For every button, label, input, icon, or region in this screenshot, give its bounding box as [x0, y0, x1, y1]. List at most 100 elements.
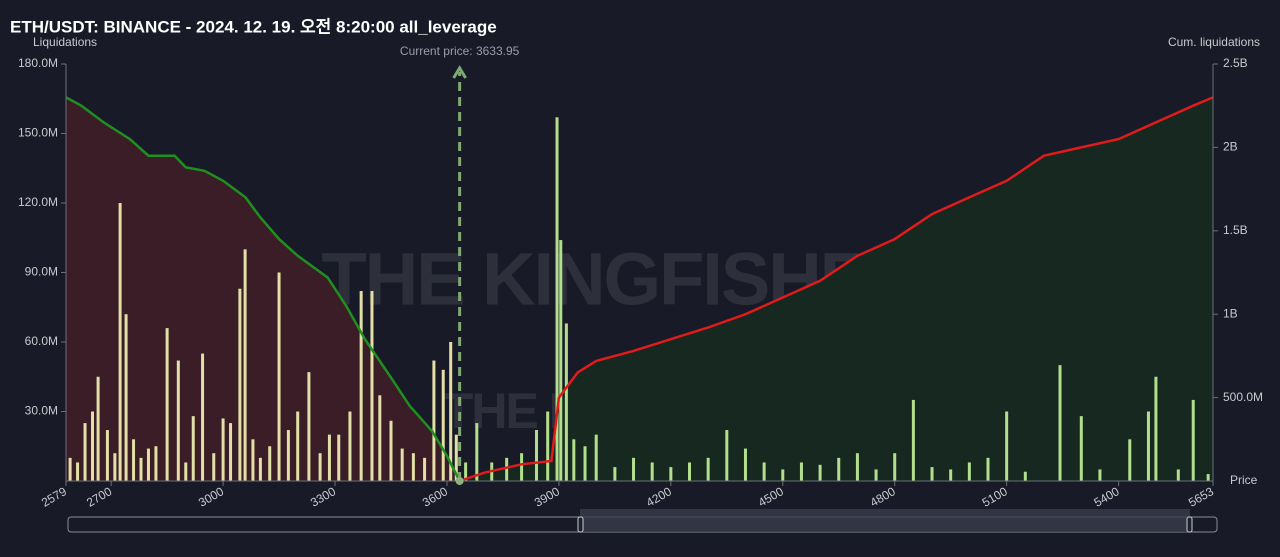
liquidation-bar [475, 423, 479, 481]
liquidation-bar [986, 457, 990, 481]
cumulative-area [459, 97, 1214, 482]
y2-tick-label: 1.5B [1223, 223, 1248, 237]
y-tick-label: 150.0M [18, 126, 58, 140]
liquidation-bar [632, 457, 636, 481]
liquidation-bar [432, 360, 436, 481]
liquidation-bar [1191, 399, 1195, 481]
liquidation-bar [555, 117, 559, 482]
liquidation-bar [201, 353, 205, 481]
liquidation-bar [96, 376, 100, 481]
x-axis-label: Price [1230, 473, 1258, 487]
liquidation-bar [229, 423, 233, 481]
liquidation-bar [90, 411, 94, 481]
liquidation-bar [221, 418, 225, 481]
liquidation-bar [307, 372, 311, 481]
liquidation-bar [930, 467, 934, 481]
liquidation-bar [348, 411, 352, 481]
liquidation-bar [781, 469, 785, 481]
liquidation-bar [277, 272, 281, 481]
liquidation-bar [400, 448, 404, 481]
liquidation-bar [378, 395, 382, 481]
liquidation-bar [893, 453, 897, 481]
liquidation-bar [743, 448, 747, 481]
liquidation-bar [238, 288, 242, 481]
liquidation-bar [505, 457, 509, 481]
liquidation-bar [337, 434, 341, 481]
liquidation-bar [594, 434, 598, 481]
liquidation-bar [370, 291, 374, 481]
liquidation-bar [572, 439, 576, 481]
liquidation-bar [911, 399, 915, 481]
liquidation-bar [286, 430, 290, 481]
liquidation-bar [146, 448, 150, 481]
liquidation-bar [1005, 411, 1009, 481]
cumulative-line [65, 96, 461, 482]
current-price-arrow [452, 65, 467, 79]
liquidation-bar [535, 430, 539, 481]
liquidation-bar [1154, 376, 1158, 481]
liquidation-bar [449, 342, 453, 481]
plot [65, 96, 1214, 483]
liquidation-bar [1098, 469, 1102, 481]
liquidation-bar [1176, 469, 1180, 481]
y-tick-label: 120.0M [18, 195, 58, 209]
y2-axis-label: Cum. liquidations [1168, 35, 1260, 49]
liquidation-bar [837, 457, 841, 481]
liquidation-bar [1128, 439, 1132, 481]
liquidation-bar [268, 446, 272, 481]
y2-tick-label: 1B [1223, 306, 1238, 320]
liquidation-bar [613, 467, 617, 481]
liquidation-bar [687, 462, 691, 481]
y-tick-label: 90.0M [25, 265, 58, 279]
cumulative-line [459, 96, 1214, 483]
liquidation-bar [546, 411, 550, 481]
liquidation-bar [251, 439, 255, 481]
liquidation-bar [1058, 365, 1062, 481]
liquidation-bar [389, 420, 393, 481]
liquidation-bar [1079, 416, 1083, 481]
slider-handle[interactable] [577, 516, 584, 533]
liquidation-bar [118, 203, 122, 481]
liquidation-bar [113, 453, 117, 481]
liquidation-bar [132, 439, 136, 481]
slider-handle[interactable] [1186, 516, 1193, 533]
y-axis-label: Liquidations [33, 35, 97, 49]
y2-tick-label: 2B [1223, 140, 1238, 154]
y-tick-label: 60.0M [25, 334, 58, 348]
liquidation-bar [68, 457, 72, 481]
liquidation-bar [874, 469, 878, 481]
y-tick-label: 180.0M [18, 56, 58, 70]
liquidation-bar [559, 240, 563, 481]
liquidation-bar [124, 314, 128, 481]
liquidation-bar [423, 457, 427, 481]
liquidation-bar [83, 423, 87, 481]
liquidation-bar [818, 464, 822, 481]
liquidation-bar [564, 323, 568, 481]
y2-tick-label: 2.5B [1223, 56, 1248, 70]
liquidation-bar [327, 434, 331, 481]
liquidation-bar [1146, 411, 1150, 481]
current-price-label: Current price: 3633.95 [400, 44, 520, 58]
liquidation-bar [583, 446, 587, 481]
liquidation-bar [154, 446, 158, 481]
liquidation-bar [212, 453, 216, 481]
liquidation-bar [139, 457, 143, 481]
liquidation-bar [411, 453, 415, 481]
liquidation-bar [296, 411, 300, 481]
liquidation-bar [520, 453, 524, 481]
liquidation-bar [762, 462, 766, 481]
liquidation-bar [1023, 471, 1027, 481]
liquidation-bar [359, 291, 363, 481]
liquidation-bar [191, 416, 195, 481]
liquidation-bar [318, 453, 322, 481]
liquidation-bar [706, 457, 710, 481]
liquidation-bar [258, 457, 262, 481]
liquidation-bar [949, 469, 953, 481]
slider-selection[interactable] [580, 509, 1190, 532]
liquidation-bar [650, 462, 654, 481]
liquidation-bar [725, 430, 729, 481]
liquidation-bar [184, 462, 188, 481]
y2-tick-label: 500.0M [1223, 390, 1263, 404]
